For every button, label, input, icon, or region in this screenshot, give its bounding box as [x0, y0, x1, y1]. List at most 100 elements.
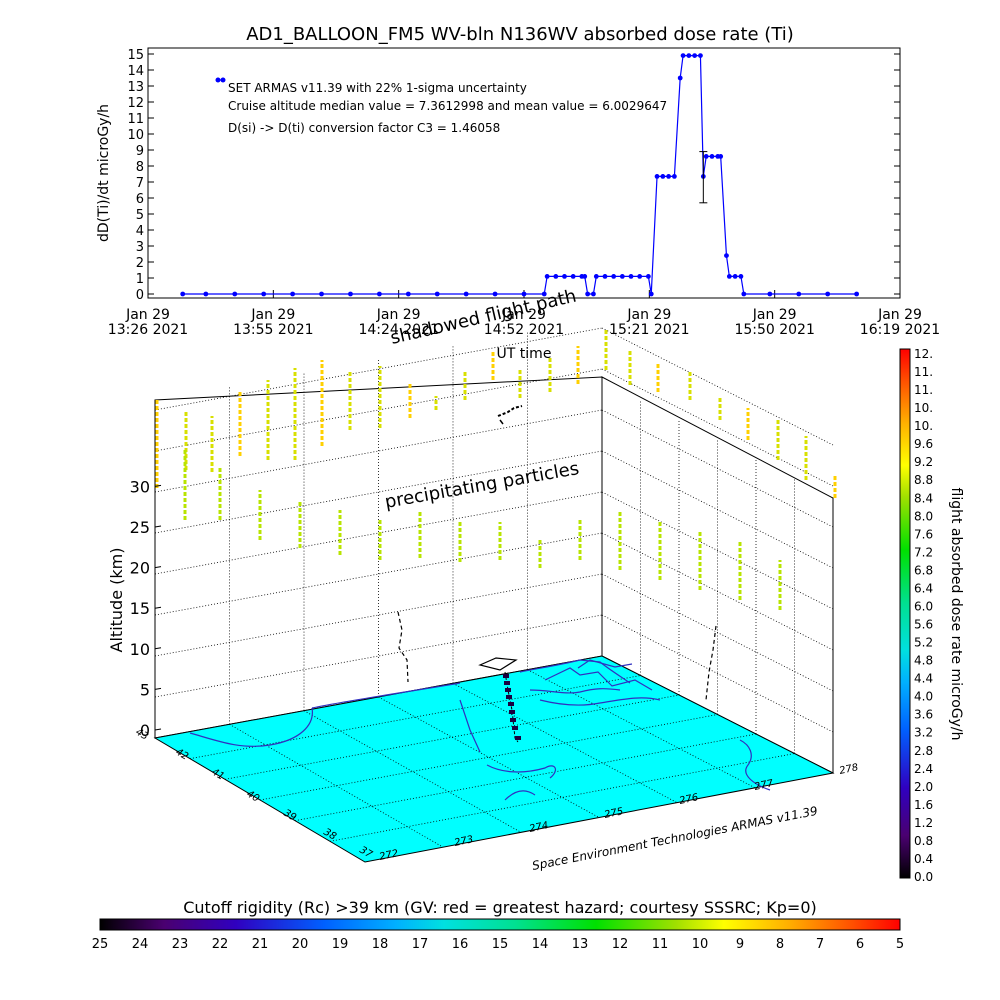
colorbar-tick-label: 12. — [914, 347, 933, 361]
altitude-tick-label: 5 — [140, 680, 150, 699]
data-point — [732, 274, 738, 279]
longitude-tick-label: 275 — [603, 806, 624, 821]
rigidity-tick-label: 5 — [896, 937, 904, 952]
data-point — [593, 274, 599, 279]
colorbar-tick-label: 8.8 — [914, 473, 933, 487]
rigidity-tick-label: 8 — [776, 937, 784, 952]
data-point — [825, 291, 831, 297]
longitude-tick-label: 274 — [528, 820, 549, 835]
data-point — [796, 291, 802, 297]
cutoff-rigidity-colorbar: Cutoff rigidity (Rc) >39 km (GV: red = g… — [92, 898, 904, 952]
rigidity-ticks: 25 24 23 22 21 20 19 18 17 16 15 14 13 12 11 10 9 8 7 6 5 — [92, 937, 904, 952]
colorbar-tick-label: 5.2 — [914, 636, 933, 650]
y-tick-label: 2 — [136, 256, 144, 271]
rigidity-tick-label: 16 — [452, 937, 469, 952]
longitude-axis-ticks: 272 273 274 275 276 277 278 — [378, 762, 859, 863]
altitude-axis-label: Altitude (km) — [107, 548, 126, 653]
altitude-tick — [154, 566, 162, 569]
flight-sample — [504, 681, 510, 685]
altitude-tick — [154, 687, 162, 690]
colorbar-tick-label: 0.8 — [914, 834, 933, 848]
rigidity-tick-label: 7 — [816, 937, 824, 952]
x-tick-label-date: Jan 29 — [125, 307, 170, 323]
y-tick-label: 10 — [127, 128, 144, 143]
data-point — [698, 53, 703, 58]
colorbar-tick-label: 8.4 — [914, 491, 933, 505]
data-point — [628, 274, 634, 279]
y-tick-label: 0 — [136, 288, 144, 303]
data-point — [434, 291, 440, 297]
colorbar-gradient — [899, 348, 911, 879]
data-point — [686, 53, 692, 58]
flight-path-top — [497, 405, 523, 417]
data-point — [180, 291, 186, 297]
altitude-axis-ticks: 0 5 10 15 20 25 30 — [130, 477, 162, 740]
wall-gridlines — [154, 327, 834, 754]
rigidity-tick-label: 25 — [92, 937, 109, 952]
y-tick-label: 14 — [127, 64, 144, 79]
colorbar-tick-label: 6.4 — [914, 581, 933, 595]
x-tick-label-time: 16:19 2021 — [860, 322, 940, 338]
launch-marker — [478, 657, 518, 671]
longitude-tick-label: 278 — [838, 762, 859, 777]
flight-sample — [503, 674, 509, 678]
longitude-tick-label: 272 — [378, 848, 399, 863]
altitude-tick — [154, 647, 162, 650]
colorbar-ticks: 0.0 0.4 0.8 1.2 1.6 2.0 2.4 2.8 3.2 3.6 4.0 4.4 4.8 5… — [914, 347, 933, 884]
annotation-uncertainty: SET ARMAS v11.39 with 22% 1-sigma uncert… — [228, 81, 527, 95]
rigidity-tick-label: 21 — [252, 937, 269, 952]
data-point — [319, 291, 324, 297]
data-point — [666, 174, 672, 179]
data-point — [854, 291, 860, 297]
colorbar-tick-label: 2.4 — [914, 762, 933, 776]
colorbar-tick-label: 3.2 — [914, 726, 933, 740]
data-point — [203, 291, 209, 297]
y-tick-label: 12 — [127, 96, 144, 111]
x-tick-label-date: Jan 29 — [501, 307, 546, 323]
data-point — [544, 274, 550, 279]
altitude-tick-label: 0 — [140, 721, 150, 740]
shadow-path-left — [397, 611, 409, 683]
cutoff-rigidity-title: Cutoff rigidity (Rc) >39 km (GV: red = g… — [183, 898, 817, 917]
x-tick-label-date: Jan 29 — [626, 307, 671, 323]
data-point — [654, 174, 660, 179]
colorbar-tick-label: 10. — [914, 401, 933, 415]
colorbar-tick-label: 5.6 — [914, 618, 933, 632]
rigidity-tick-label: 10 — [692, 937, 709, 952]
rigidity-tick-label: 12 — [612, 937, 629, 952]
x-tick-label-date: Jan 29 — [877, 307, 922, 323]
rigidity-tick-label: 20 — [292, 937, 309, 952]
rigidity-tick-label: 15 — [492, 937, 509, 952]
y-tick-label: 13 — [127, 80, 144, 95]
x-tick-label-time: 15:50 2021 — [734, 322, 814, 338]
dose-rate-series — [180, 53, 860, 297]
rigidity-tick-label: 9 — [736, 937, 744, 952]
x-tick-label-date: Jan 29 — [752, 307, 797, 323]
data-point — [376, 291, 382, 297]
colorbar-tick-label: 3.6 — [914, 708, 933, 722]
data-point — [726, 274, 732, 279]
data-point — [521, 291, 527, 297]
rigidity-tick-label: 22 — [212, 937, 229, 952]
x-tick-label-time: 14:24 2021 — [358, 322, 438, 338]
x-tick-label-time: 14:52 2021 — [484, 322, 564, 338]
colorbar-tick-label: 11. — [914, 365, 933, 379]
y-tick-label: 6 — [136, 192, 144, 207]
data-point — [541, 291, 547, 297]
annotation-conversion-factor: D(si) -> D(ti) conversion factor C3 = 1.… — [228, 121, 500, 135]
colorbar-tick-label: 9.6 — [914, 437, 933, 451]
data-point — [680, 53, 686, 58]
data-point — [261, 291, 267, 297]
map-boundaries — [189, 659, 771, 801]
flight-sample — [509, 710, 515, 714]
legend-marker — [215, 77, 221, 83]
y-tick-label: 7 — [136, 176, 144, 191]
data-point — [570, 274, 576, 279]
dose-rate-colorbar: 0.0 0.4 0.8 1.2 1.6 2.0 2.4 2.8 3.2 3.6 4.0 4.4 4.8 5… — [899, 347, 964, 884]
y-axis-label: dD(Ti)/dt microGy/h — [96, 104, 112, 242]
annotation-precipitating-particles: precipitating particles — [383, 458, 580, 513]
data-point — [619, 274, 625, 279]
rigidity-gradient — [99, 918, 901, 931]
